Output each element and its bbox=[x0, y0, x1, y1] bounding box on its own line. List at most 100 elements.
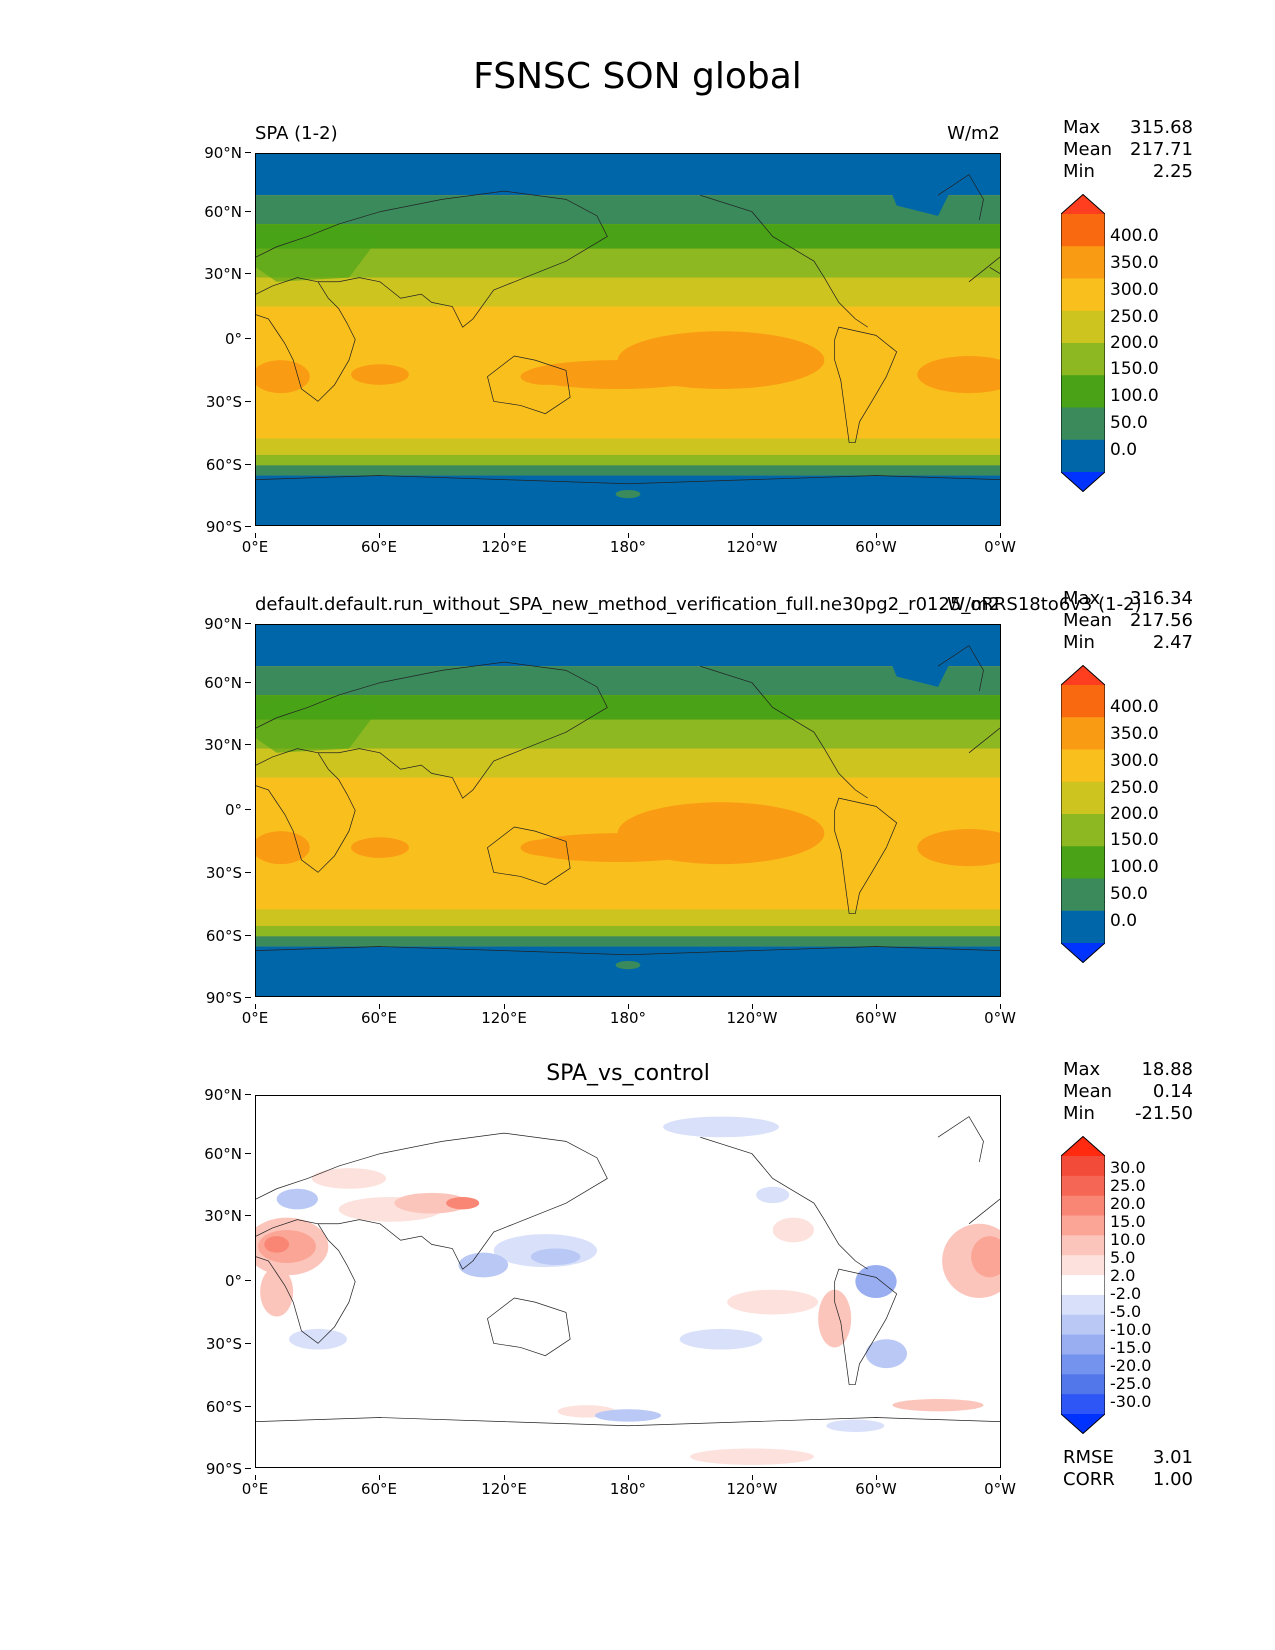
stat-value: 1.00 bbox=[1152, 1469, 1193, 1490]
lon-tick: 0°E bbox=[225, 1475, 285, 1497]
stat-value: 18.88 bbox=[1141, 1059, 1193, 1080]
colorbar bbox=[1061, 1136, 1105, 1434]
colorbar-label: 150.0 bbox=[1110, 830, 1159, 850]
error-stats-box: RMSE 3.01 CORR 1.00 bbox=[1063, 1447, 1193, 1491]
colorbar-segment bbox=[1061, 278, 1105, 312]
colorbar-label: 20.0 bbox=[1110, 1194, 1146, 1213]
lat-tick: 0° bbox=[150, 331, 251, 347]
colorbar-label: 200.0 bbox=[1110, 333, 1159, 353]
stats-box: Max 315.68 Mean 217.71 Min 2.25 bbox=[1063, 117, 1193, 183]
lat-tick: 60°N bbox=[150, 675, 251, 691]
lat-tick: 90°S bbox=[150, 519, 251, 535]
lon-tick: 60°E bbox=[349, 1004, 409, 1026]
colorbar-label: -15.0 bbox=[1110, 1338, 1152, 1357]
colorbar-segment bbox=[1061, 685, 1105, 718]
colorbar-label: 30.0 bbox=[1110, 1158, 1146, 1177]
lat-tick: 90°S bbox=[150, 1461, 251, 1477]
stat-label: Mean bbox=[1063, 610, 1113, 631]
lat-tick: 30°S bbox=[150, 865, 251, 881]
colorbar-segment bbox=[1061, 343, 1105, 376]
colorbar-segment bbox=[1061, 781, 1105, 815]
lat-tick: 90°N bbox=[150, 616, 251, 632]
colorbar-segment bbox=[1061, 910, 1105, 944]
colorbar-extend-max bbox=[1061, 194, 1105, 214]
lon-tick: 60°W bbox=[846, 1475, 906, 1497]
colorbar-label: 300.0 bbox=[1110, 751, 1159, 771]
colorbar-label: -25.0 bbox=[1110, 1374, 1152, 1393]
colorbar-segment bbox=[1061, 1235, 1105, 1256]
colorbar-segment bbox=[1061, 1354, 1105, 1375]
lon-tick: 0°W bbox=[970, 1004, 1030, 1026]
lon-tick: 60°W bbox=[846, 533, 906, 555]
figure-title: FSNSC SON global bbox=[473, 56, 802, 97]
panel-left-title: SPA (1-2) bbox=[255, 123, 338, 144]
lon-tick: 180° bbox=[598, 1475, 658, 1497]
stat-label: Mean bbox=[1063, 139, 1113, 160]
colorbar-segment bbox=[1061, 1334, 1105, 1355]
lon-tick: 60°E bbox=[349, 533, 409, 555]
colorbar-segment bbox=[1061, 1374, 1105, 1395]
colorbar-segment bbox=[1061, 749, 1105, 783]
colorbar-segment bbox=[1061, 375, 1105, 408]
map-field bbox=[256, 1096, 1000, 1467]
stat-label: RMSE bbox=[1063, 1447, 1114, 1468]
stat-label: Min bbox=[1063, 1103, 1095, 1124]
colorbar bbox=[1061, 665, 1105, 963]
lon-tick: 60°E bbox=[349, 1475, 409, 1497]
colorbar-outline bbox=[1061, 665, 1105, 963]
stat-label: Max bbox=[1063, 588, 1101, 609]
colorbar-extend-min bbox=[1061, 943, 1105, 963]
stat-label: CORR bbox=[1063, 1469, 1115, 1490]
colorbar-label: 200.0 bbox=[1110, 804, 1159, 824]
lon-tick: 120°E bbox=[474, 1004, 534, 1026]
lat-tick: 30°N bbox=[150, 1208, 251, 1224]
colorbar-segment bbox=[1061, 878, 1105, 912]
colorbar-label: 400.0 bbox=[1110, 226, 1159, 246]
stat-label: Mean bbox=[1063, 1081, 1113, 1102]
colorbar-segment bbox=[1061, 846, 1105, 879]
stat-value: 2.25 bbox=[1152, 161, 1193, 182]
lat-tick: 60°N bbox=[150, 204, 251, 220]
colorbar-label: 250.0 bbox=[1110, 307, 1159, 327]
stat-label: Min bbox=[1063, 632, 1095, 653]
stat-label: Max bbox=[1063, 117, 1101, 138]
lon-tick: 0°E bbox=[225, 533, 285, 555]
colorbar-segment bbox=[1061, 246, 1105, 279]
lat-tick: 0° bbox=[150, 1273, 251, 1289]
colorbar-segment bbox=[1061, 717, 1105, 750]
colorbar-segment bbox=[1061, 1394, 1105, 1415]
lat-tick: 90°N bbox=[150, 1087, 251, 1103]
colorbar-segment bbox=[1061, 310, 1105, 344]
lon-tick: 120°W bbox=[722, 533, 782, 555]
colorbar-outline bbox=[1061, 194, 1105, 492]
map-reference bbox=[255, 624, 1001, 997]
colorbar-label: 150.0 bbox=[1110, 359, 1159, 379]
colorbar-segment bbox=[1061, 1195, 1105, 1217]
colorbar-label: 25.0 bbox=[1110, 1176, 1146, 1195]
lat-tick: 0° bbox=[150, 802, 251, 818]
colorbar-segment bbox=[1061, 1275, 1105, 1296]
lon-tick: 120°W bbox=[722, 1475, 782, 1497]
lat-tick: 30°N bbox=[150, 737, 251, 753]
colorbar-label: -30.0 bbox=[1110, 1392, 1152, 1411]
lon-tick: 180° bbox=[598, 1004, 658, 1026]
colorbar bbox=[1061, 194, 1105, 492]
colorbar-segment bbox=[1061, 1175, 1105, 1197]
lon-tick: 0°E bbox=[225, 1004, 285, 1026]
colorbar-label: 50.0 bbox=[1110, 413, 1148, 433]
colorbar-segment bbox=[1061, 214, 1105, 247]
colorbar-label: 10.0 bbox=[1110, 1230, 1146, 1249]
stat-value: 315.68 bbox=[1130, 117, 1193, 138]
colorbar-segment bbox=[1061, 1294, 1105, 1316]
colorbar-label: 250.0 bbox=[1110, 778, 1159, 798]
colorbar-label: 100.0 bbox=[1110, 386, 1159, 406]
colorbar-outline bbox=[1061, 1136, 1105, 1434]
colorbar-segment bbox=[1061, 1314, 1105, 1336]
map-field bbox=[256, 154, 1000, 525]
lat-tick: 30°S bbox=[150, 1336, 251, 1352]
stat-value: 2.47 bbox=[1152, 632, 1193, 653]
colorbar-label: 300.0 bbox=[1110, 280, 1159, 300]
colorbar-segment bbox=[1061, 1215, 1105, 1236]
stat-label: Min bbox=[1063, 161, 1095, 182]
colorbar-label: 100.0 bbox=[1110, 857, 1159, 877]
